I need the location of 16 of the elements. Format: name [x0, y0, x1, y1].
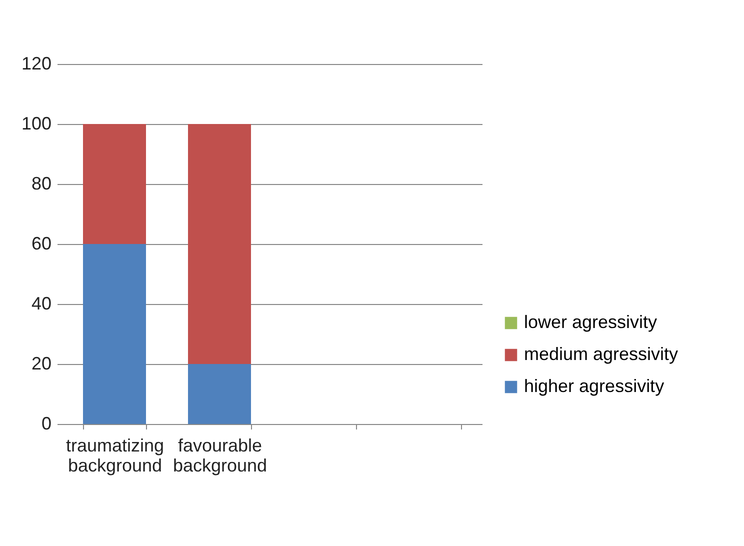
y-tick-label: 40 [31, 294, 52, 314]
bar [83, 124, 146, 244]
legend-label: medium agressivity [524, 344, 678, 364]
y-tick-label: 60 [31, 234, 52, 254]
y-tick-label: 100 [21, 114, 52, 134]
bar [83, 244, 146, 424]
y-tick-label: 20 [31, 354, 52, 374]
legend-label: higher agressivity [524, 376, 664, 396]
x-tick-label: traumatizing background [66, 436, 164, 476]
bar [188, 364, 251, 424]
x-tick-label: favourable background [172, 436, 268, 476]
y-tick-label: 80 [31, 174, 52, 194]
legend-label: lower agressivity [524, 312, 658, 332]
bar [188, 124, 251, 364]
y-tick-label: 120 [21, 54, 52, 74]
y-tick-label: 0 [41, 414, 52, 434]
